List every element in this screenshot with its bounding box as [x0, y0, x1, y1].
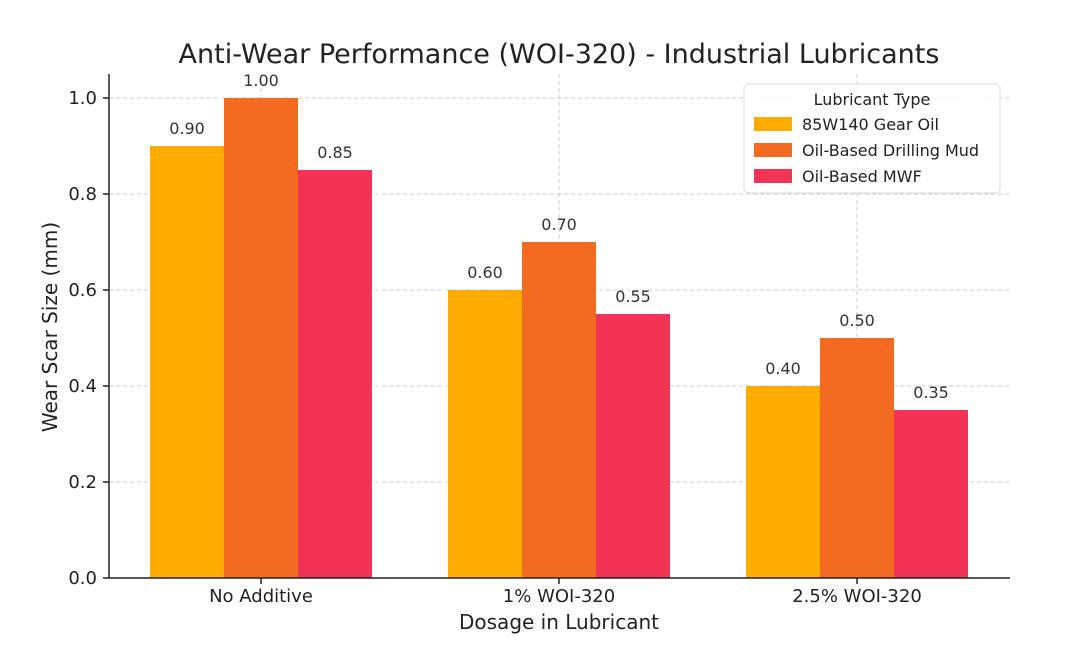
bar: [150, 146, 224, 578]
y-tick-label: 1.0: [68, 88, 97, 109]
x-tick-label: 2.5% WOI-320: [792, 586, 922, 607]
bar: [224, 98, 298, 578]
bar: [298, 170, 372, 578]
y-tick-label: 0.2: [68, 472, 97, 493]
bars: [150, 98, 968, 578]
bar-value-label: 0.40: [765, 359, 801, 378]
bar-value-label: 0.90: [169, 119, 205, 138]
legend-entry: Oil-Based MWF: [802, 167, 922, 186]
legend-swatch: [754, 117, 792, 131]
x-tick-label: No Additive: [209, 586, 313, 607]
legend-box: [743, 83, 1001, 194]
axes: 0.0 0.2 0.4 0.6 0.8 1.0 No Additive 1% WOI-320 2…: [68, 74, 1010, 607]
bar-value-label: 1.00: [243, 71, 279, 90]
bar: [894, 410, 968, 578]
bar: [596, 314, 670, 578]
y-tick-label: 0.6: [68, 280, 97, 301]
y-tick-label: 0.0: [68, 568, 97, 589]
legend: Lubricant Type 85W140 Gear Oil Oil-Based …: [743, 83, 1001, 194]
bar-value-label: 0.55: [615, 287, 651, 306]
bar: [448, 290, 522, 578]
bar: [522, 242, 596, 578]
bar: [746, 386, 820, 578]
bar-value-label: 0.85: [317, 143, 353, 162]
y-tick-label: 0.8: [68, 184, 97, 205]
legend-title: Lubricant Type: [814, 90, 931, 109]
legend-swatch: [754, 169, 792, 183]
legend-entry: 85W140 Gear Oil: [802, 115, 939, 134]
legend-swatch: [754, 143, 792, 157]
data-labels: 0.90 0.60 0.40 1.00 0.70 0.50 0.85 0.55 0.35: [169, 71, 949, 402]
x-axis-label: Dosage in Lubricant: [459, 610, 659, 634]
bar-value-label: 0.50: [839, 311, 875, 330]
legend-entry: Oil-Based Drilling Mud: [802, 141, 979, 160]
bar: [820, 338, 894, 578]
chart-title: Anti-Wear Performance (WOI-320) - Indust…: [179, 39, 940, 70]
bar-value-label: 0.70: [541, 215, 577, 234]
x-tick-label: 1% WOI-320: [503, 586, 615, 607]
y-tick-label: 0.4: [68, 376, 97, 397]
bar-value-label: 0.60: [467, 263, 503, 282]
bar-value-label: 0.35: [913, 383, 949, 402]
y-axis-label: Wear Scar Size (mm): [38, 222, 62, 432]
